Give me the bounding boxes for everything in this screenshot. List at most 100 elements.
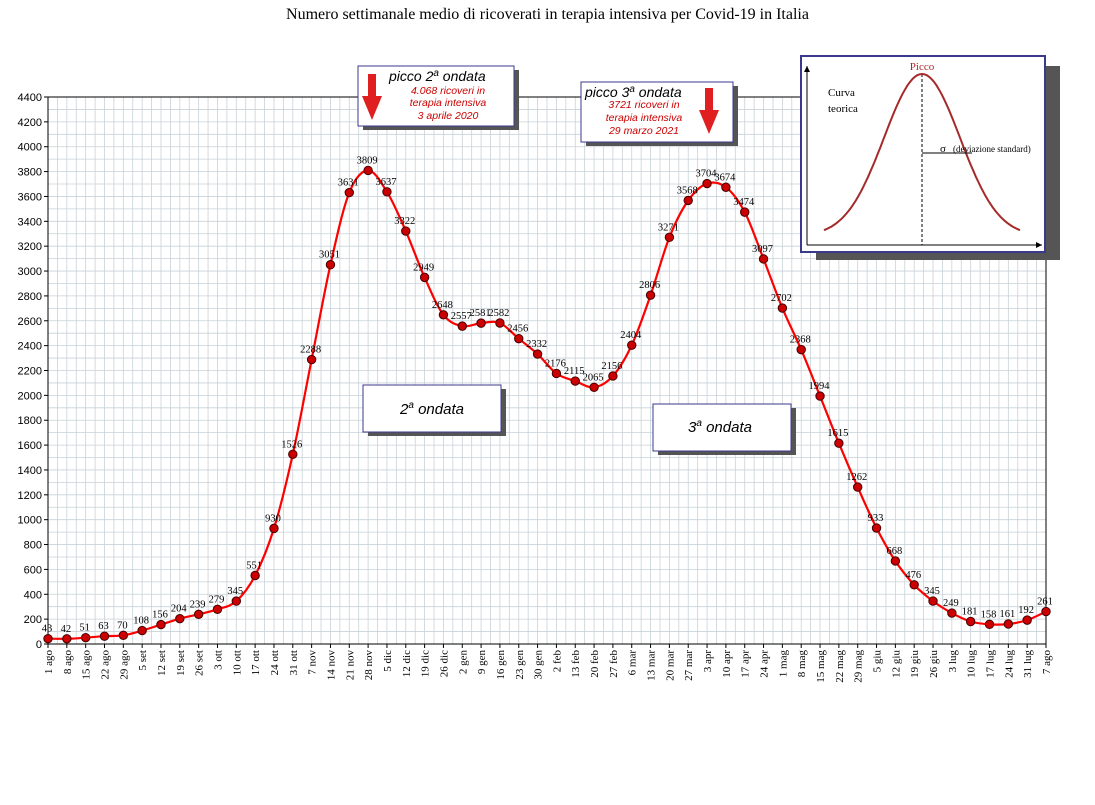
x-tick-label: 15 ago <box>81 650 93 680</box>
y-tick-label: 1000 <box>18 515 42 527</box>
data-point <box>777 303 788 313</box>
data-point <box>250 570 260 581</box>
y-tick-label: 2400 <box>18 341 42 353</box>
data-label: 3271 <box>658 222 679 233</box>
y-axis: 0 200 400 600 800 1000 1200 1400 1600 1800 2000 220… <box>18 92 48 651</box>
data-label: 181 <box>962 606 978 617</box>
x-tick-label: 2 gen <box>457 650 469 675</box>
data-point <box>363 165 373 176</box>
data-point <box>871 523 882 533</box>
data-label: 2702 <box>771 293 792 304</box>
y-tick-label: 800 <box>24 540 42 552</box>
data-point <box>193 609 204 619</box>
data-label: 249 <box>943 598 959 609</box>
data-label: 43 <box>42 624 53 635</box>
data-point <box>683 195 693 206</box>
x-tick-label: 24 ott <box>269 650 281 675</box>
x-tick-label: 17 lug <box>985 650 997 678</box>
data-label: 551 <box>246 561 262 572</box>
y-tick-label: 4200 <box>18 117 42 129</box>
y-tick-label: 1200 <box>18 490 42 502</box>
x-tick-label: 19 set <box>175 650 187 676</box>
data-point <box>608 371 618 381</box>
y-tick-label: 3600 <box>18 191 42 203</box>
data-point <box>80 632 91 643</box>
data-label: 1615 <box>827 428 848 439</box>
x-tick-label: 23 gen <box>514 650 526 680</box>
data-point <box>532 349 543 359</box>
y-tick-label: 3800 <box>18 167 42 179</box>
data-point <box>212 604 223 615</box>
data-label: 3322 <box>394 216 415 227</box>
data-label: 3674 <box>714 172 736 183</box>
data-label: 668 <box>886 546 902 557</box>
x-tick-label: 31 ott <box>288 650 300 675</box>
peak2-box <box>357 65 515 127</box>
data-point <box>231 596 242 606</box>
y-tick-label: 3200 <box>18 241 42 253</box>
x-tick-label: 12 set <box>156 650 168 676</box>
y-tick-label: 4000 <box>18 142 42 154</box>
data-label: 2949 <box>413 262 434 273</box>
data-point <box>419 272 430 283</box>
data-label: 345 <box>924 586 940 597</box>
x-tick-label: 14 nov <box>325 650 337 681</box>
x-tick-label: 13 feb <box>570 650 582 678</box>
inset-bell-curve <box>823 72 1021 232</box>
y-tick-label: 3400 <box>18 216 42 228</box>
data-point <box>890 556 901 566</box>
peak3-line3: 29 marzo 2021 <box>608 125 679 137</box>
data-label: 161 <box>999 609 1015 620</box>
y-tick-label: 200 <box>24 614 42 626</box>
x-tick-label: 22 ago <box>99 650 111 680</box>
data-label: 2582 <box>488 308 509 319</box>
data-label: 2115 <box>564 366 585 377</box>
x-tick-label: 5 giu <box>872 650 884 673</box>
data-label: 261 <box>1037 597 1053 608</box>
data-point <box>721 182 731 192</box>
data-label: 108 <box>133 616 149 627</box>
x-tick-label: 19 dic <box>420 650 432 677</box>
data-label: 3637 <box>375 177 396 188</box>
x-tick-label: 17 ott <box>250 650 262 675</box>
data-point <box>627 340 637 350</box>
data-point <box>457 321 467 331</box>
data-point <box>382 187 392 197</box>
inset-sigma-symbol: σ <box>940 143 946 155</box>
data-point <box>269 523 279 534</box>
peak3-annotation: picco 3a ondata 3721 ricoveri in terapia… <box>580 81 738 146</box>
inset-sigma-text: (deviazione standard) <box>953 144 1031 154</box>
inset-theoretical-curve: Picco Curva teorica σ (deviazione standa… <box>800 55 1060 260</box>
data-point <box>1022 615 1032 625</box>
y-tick-label: 1400 <box>18 465 42 477</box>
x-tick-label: 26 dic <box>438 650 450 677</box>
data-label: 51 <box>79 623 90 634</box>
x-tick-label: 20 feb <box>589 650 601 678</box>
x-tick-label: 29 mag <box>853 650 865 683</box>
data-point <box>815 391 825 401</box>
y-tick-label: 1800 <box>18 415 42 427</box>
data-label: 3704 <box>696 169 718 180</box>
x-tick-label: 20 mar <box>664 650 676 681</box>
data-label: 1526 <box>281 439 302 450</box>
data-label: 3568 <box>677 185 698 196</box>
x-tick-label: 16 gen <box>495 650 507 680</box>
y-tick-label: 2000 <box>18 390 42 402</box>
x-tick-label: 8 mag <box>796 650 808 678</box>
x-tick-label: 7 nov <box>307 650 319 675</box>
peak3-title: picco 3a ondata <box>584 84 682 100</box>
data-point <box>175 613 185 624</box>
x-tick-label: 31 lug <box>1022 650 1034 678</box>
x-tick-label: 3 lug <box>947 650 959 673</box>
data-point <box>965 616 976 627</box>
data-label: 63 <box>98 621 109 632</box>
x-tick-label: 12 giu <box>890 650 902 678</box>
data-point <box>984 619 995 630</box>
data-point <box>702 178 712 189</box>
data-point <box>514 333 524 344</box>
data-point <box>852 482 863 492</box>
x-tick-label: 1 mag <box>777 650 789 678</box>
data-label: 2557 <box>451 311 472 322</box>
y-tick-label: 400 <box>24 589 42 601</box>
x-tick-label: 15 mag <box>815 650 827 683</box>
